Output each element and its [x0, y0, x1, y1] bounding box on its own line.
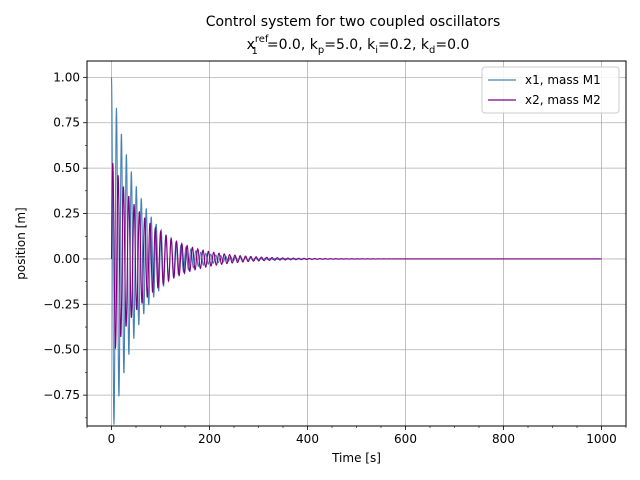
y-tick-label: 0.00	[53, 252, 80, 266]
x-tick-label: 0	[108, 432, 116, 446]
chart-title: Control system for two coupled oscillato…	[206, 14, 501, 30]
x-tick-label: 200	[198, 432, 221, 446]
subtitle-sub-1: 1	[251, 46, 257, 57]
y-tick-label: 0.25	[53, 207, 80, 221]
subtitle-sup-ref: ref	[255, 34, 269, 45]
x-tick-label: 1000	[586, 432, 617, 446]
y-tick-label: 0.50	[53, 161, 80, 175]
y-tick-label: 0.75	[53, 116, 80, 130]
y-tick-label: 1.00	[53, 70, 80, 84]
legend: x1, mass M1 x2, mass M2	[481, 66, 620, 114]
subtitle-part-kp: =0.0, k	[267, 37, 319, 53]
legend-box	[481, 66, 620, 114]
x-tick-label: 400	[296, 432, 319, 446]
subtitle-part-end: =0.0	[435, 37, 469, 53]
subtitle-part-kd: =0.2, k	[378, 37, 430, 53]
subtitle-sub-p: p	[318, 45, 324, 56]
legend-label-2: x2, mass M2	[525, 93, 601, 107]
legend-label-1: x1, mass M1	[525, 73, 601, 87]
chart-subtitle: xref 1 =0.0, kp=5.0, ki=0.2, kd=0.0	[247, 34, 470, 57]
x-axis-label: Time [s]	[331, 451, 381, 465]
series-group	[110, 77, 602, 425]
y-tick-label: −0.75	[43, 388, 80, 402]
subtitle-sub-i: i	[375, 45, 378, 56]
y-tick-label: −0.50	[43, 343, 80, 357]
axis-ticks: 0 200 400 600 800 1000 −0.75 −0.50 −0.25 0.00 0.25…	[43, 70, 627, 446]
y-axis-label: position [m]	[14, 207, 28, 279]
grid-lines	[87, 61, 626, 426]
x-tick-label: 600	[394, 432, 417, 446]
subtitle-part-ki: =5.0, k	[324, 37, 376, 53]
series-line-2	[110, 162, 602, 349]
subtitle-var-x: x	[247, 37, 255, 53]
subtitle-sub-d: d	[429, 45, 435, 56]
x-tick-label: 800	[492, 432, 515, 446]
y-tick-label: −0.25	[43, 297, 80, 311]
